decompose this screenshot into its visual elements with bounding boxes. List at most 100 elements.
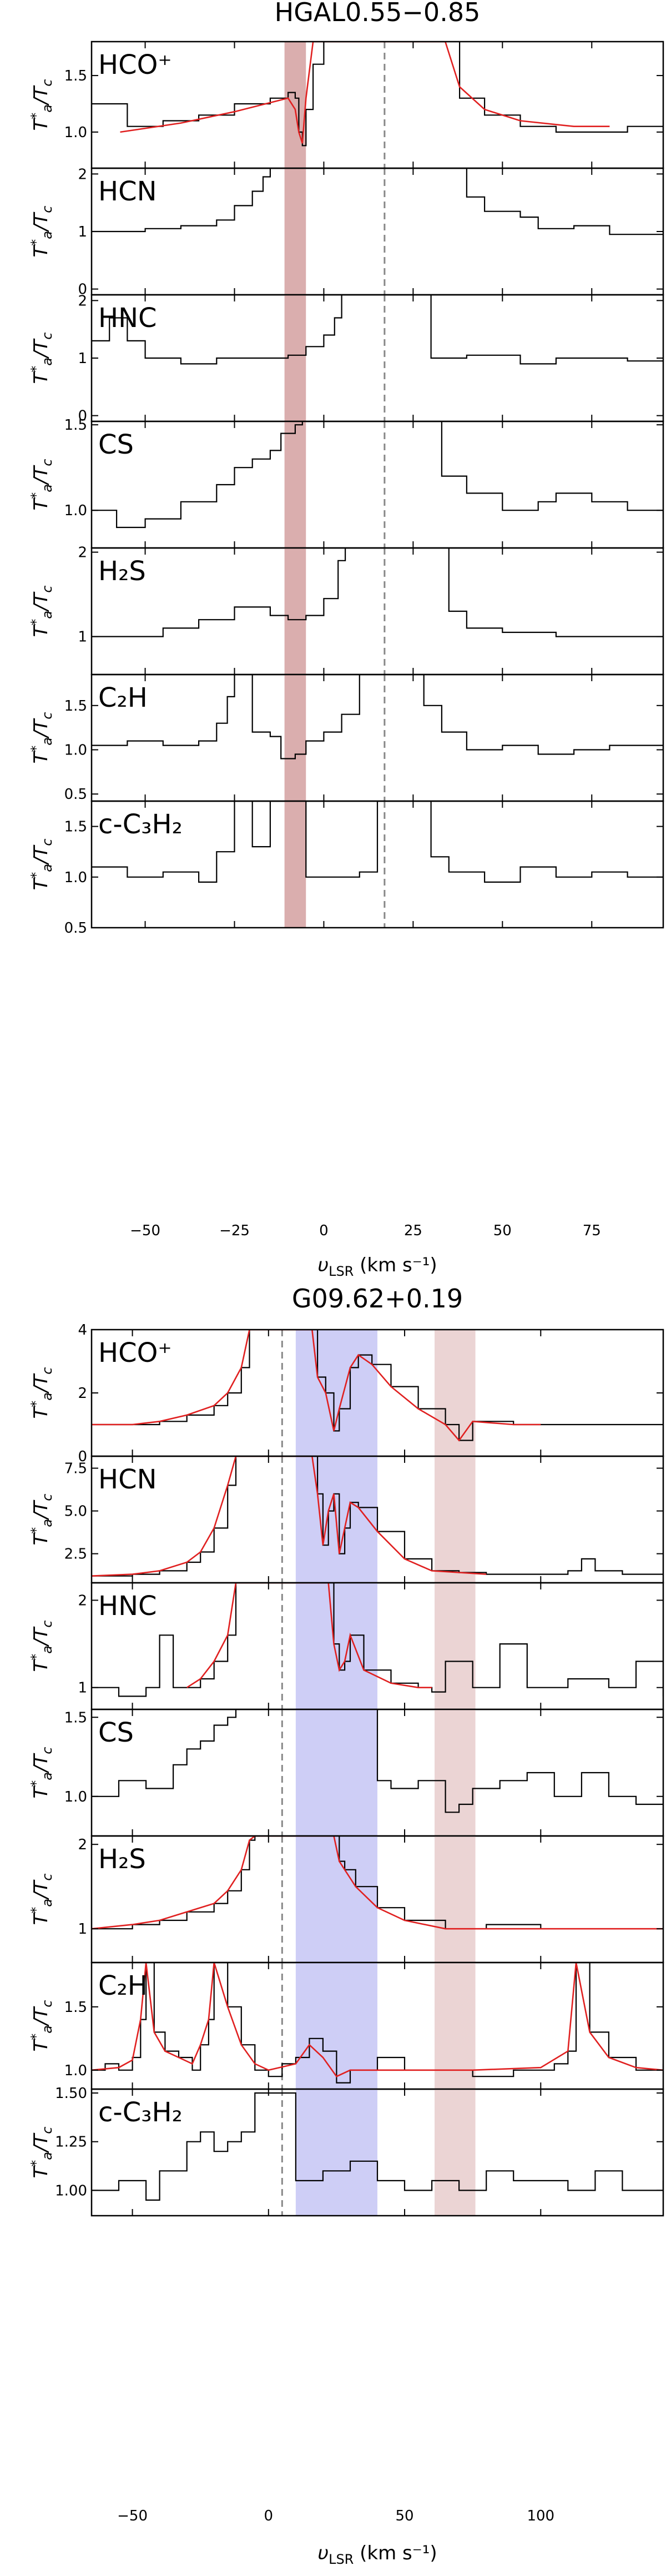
y-tick-label: 1.00	[55, 2182, 87, 2199]
chart-1-panel-6	[92, 2089, 663, 2216]
chart-0-panel-3	[92, 421, 663, 548]
chart-1-panel-0	[92, 1330, 663, 1456]
chart-0-title: HGAL0.55−0.85	[275, 0, 481, 27]
shaded-band-0	[284, 421, 306, 548]
molecule-label: C₂H	[98, 682, 148, 713]
y-tick-label: 2	[78, 1837, 87, 1853]
y-tick-label: 1.0	[64, 124, 87, 141]
shaded-band-0	[284, 42, 306, 168]
y-tick-label: 1.5	[64, 1709, 87, 1726]
chart-0-panel-4	[92, 548, 663, 675]
panel-frame	[90, 547, 664, 676]
molecule-label: CS	[98, 429, 134, 460]
y-tick-label: 1	[78, 350, 87, 367]
molecule-label: H₂S	[98, 556, 146, 587]
shaded-band-0	[295, 2089, 377, 2216]
spectrum-line	[92, 1583, 663, 1697]
y-tick-label: 5.0	[64, 1503, 87, 1520]
y-tick-label: 4	[78, 1322, 87, 1339]
chart-1-panel-1	[92, 1456, 663, 1583]
y-tick-label: 1	[78, 1921, 87, 1938]
y-tick-label: 1.5	[64, 68, 87, 84]
shaded-band-0	[284, 548, 306, 675]
chart-1-title: G09.62+0.19	[292, 1284, 463, 1314]
y-axis-label: T*a/Tc	[28, 1494, 55, 1546]
chart-0-panel-5	[92, 675, 663, 801]
y-axis-label: T*a/Tc	[28, 586, 55, 637]
y-axis-label: T*a/Tc	[28, 1621, 55, 1672]
y-tick-label: 1.5	[64, 417, 87, 434]
y-tick-label: 2.5	[64, 1546, 87, 1563]
shaded-band-0	[295, 1330, 377, 1456]
y-tick-label: 2	[78, 293, 87, 309]
y-tick-label: 2	[78, 166, 87, 183]
spectrum-line	[92, 42, 663, 147]
spectrum-line	[92, 675, 663, 759]
y-tick-label: 0	[78, 408, 87, 425]
y-tick-label: 1	[78, 1680, 87, 1697]
chart-1-panel-3	[92, 1709, 663, 1836]
y-tick-label: 1.25	[55, 2134, 87, 2151]
panel-frame	[90, 800, 664, 929]
spectrum-line	[92, 421, 663, 529]
shaded-band-1	[435, 1456, 476, 1583]
y-tick-label: 1.5	[64, 1999, 87, 2016]
y-axis-label: T*a/Tc	[28, 206, 55, 258]
shaded-band-0	[295, 1583, 377, 1709]
spectrum-line	[92, 295, 663, 365]
y-axis-label: T*a/Tc	[28, 79, 55, 131]
molecule-label: HCN	[98, 176, 157, 207]
x-tick-label: 25	[404, 1222, 422, 1239]
shaded-band-0	[284, 168, 306, 295]
spectrum-line	[92, 1330, 663, 1441]
molecule-label: c-C₃H₂	[98, 2097, 183, 2128]
y-axis-label: T*a/Tc	[28, 459, 55, 511]
y-axis-label: T*a/Tc	[28, 1874, 55, 1925]
chart-0-panel-1	[92, 168, 663, 295]
shaded-band-1	[435, 1963, 476, 2089]
molecule-label: c-C₃H₂	[98, 809, 183, 840]
y-tick-label: 1	[78, 629, 87, 646]
y-tick-label: 1.5	[64, 698, 87, 715]
y-tick-label: 2	[78, 545, 87, 561]
chart-0-panel-6	[92, 801, 663, 928]
x-tick-label: −50	[130, 1222, 160, 1239]
y-axis-label: T*a/Tc	[28, 2000, 55, 2052]
shaded-band-0	[295, 1836, 377, 1963]
panel-frame	[90, 2088, 664, 2217]
chart-0-panel-0	[92, 42, 663, 168]
spectrum-line	[92, 168, 663, 235]
y-axis-label: T*a/Tc	[28, 839, 55, 890]
shaded-band-1	[435, 1709, 476, 1836]
chart-1-panel-5	[92, 1963, 663, 2089]
y-tick-label: 1	[78, 224, 87, 240]
y-tick-label: 1.0	[64, 502, 87, 519]
x-tick-label: 100	[527, 2508, 554, 2524]
y-tick-label: 7.5	[64, 1461, 87, 1477]
molecule-label: CS	[98, 1717, 134, 1748]
x-tick-label: −50	[117, 2508, 148, 2524]
x-tick-label: 0	[264, 2508, 274, 2524]
spectrum-line	[92, 1456, 663, 1577]
shaded-band-1	[435, 1330, 476, 1456]
y-axis-label: T*a/Tc	[28, 1367, 55, 1419]
panel-frame	[90, 673, 664, 802]
shaded-band-1	[435, 1583, 476, 1709]
y-axis-label: T*a/Tc	[28, 1747, 55, 1799]
y-tick-label: 2	[78, 1592, 87, 1609]
fit-line	[92, 1963, 663, 2077]
panel-frame	[90, 420, 664, 549]
shaded-band-1	[435, 1836, 476, 1963]
y-tick-label: 1.0	[64, 742, 87, 759]
x-tick-label: 50	[493, 1222, 512, 1239]
spectrum-line	[92, 548, 663, 637]
y-axis-label: T*a/Tc	[28, 333, 55, 384]
molecule-label: H₂S	[98, 1844, 146, 1875]
molecule-label: HNC	[98, 303, 157, 334]
spectrum-line	[92, 2092, 663, 2201]
panel-frame	[90, 41, 664, 169]
shaded-band-0	[284, 801, 306, 928]
y-tick-label: 0.5	[64, 786, 87, 803]
y-tick-label: 0	[78, 281, 87, 298]
x-axis-label: υLSR (km s⁻¹)	[317, 1254, 437, 1279]
